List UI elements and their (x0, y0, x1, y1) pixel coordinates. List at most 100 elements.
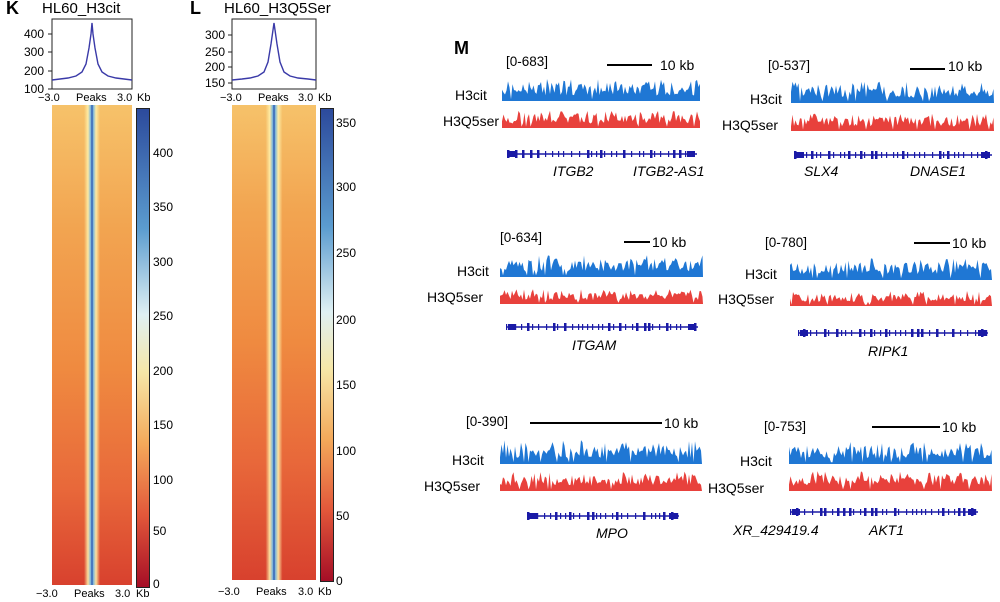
panel-l-x-left: −3.0 (220, 92, 242, 104)
track-2-gene-model-exon (527, 323, 530, 331)
track-1-gene-model-exon (958, 152, 960, 158)
track-2-gene-model-exon (546, 324, 548, 330)
track-5-gene-model-exon (942, 508, 945, 516)
track-2-gene-model-exon (553, 323, 556, 331)
track-2-gene-model-exon (598, 324, 600, 330)
track-2-gene-model-exon (619, 323, 622, 331)
track-1-gene-model-exon (864, 152, 866, 158)
panel-k-cbar-tick-2: 300 (153, 255, 174, 269)
track-4-gene-model-exon (569, 512, 572, 520)
track-3-h3cit-signal (790, 258, 992, 280)
panel-l-bottom-left: −3.0 (218, 586, 240, 598)
track-2-gene-model-exon (608, 323, 611, 331)
track-0-gene-model-exon (571, 151, 573, 157)
panel-k-colorbar (136, 108, 150, 588)
track-3-gene-model-exon (952, 329, 955, 337)
track-5-gene-model-exon (968, 509, 976, 515)
panel-l-ytick-0: 300 (205, 28, 226, 42)
panel-l-ytick-2: 200 (205, 60, 226, 74)
track-3-gene-model-exon (816, 330, 818, 336)
panel-k-ytick-1: 300 (24, 45, 45, 59)
panel-k-cbar-tick-6: 100 (153, 473, 174, 487)
track-5-gene-model-exon (931, 509, 933, 515)
track-5-gene-model-exon (824, 508, 827, 516)
track-4-h3cit-signal (500, 440, 702, 464)
track-0-gene-model-exon (639, 151, 641, 157)
panel-l-cbar-tick-0: 350 (336, 116, 357, 130)
panel-l-heatmap (232, 105, 316, 580)
track-range: [0-780] (765, 235, 808, 250)
track-range: [0-753] (764, 419, 807, 434)
track-0-h3q5ser-signal (502, 110, 700, 128)
panel-k-bottom-right: 3.0 (115, 588, 131, 600)
gene-label: RIPK1 (868, 343, 909, 359)
track-1-gene-model-exon (820, 152, 822, 158)
track-0-gene-model-exon (587, 150, 590, 158)
track-5-gene-model-exon (812, 509, 814, 515)
track-2-gene-model-exon (636, 323, 639, 331)
gene-label: ITGB2 (553, 163, 594, 179)
panel-l-cbar-tick-6: 50 (336, 509, 350, 523)
track-2-gene-model-exon (688, 324, 696, 330)
panel-l-letter: L (190, 0, 201, 18)
track-5-gene-model-exon (792, 509, 800, 515)
track-0-gene-model-exon (537, 150, 540, 158)
track-3-gene-model-exon (845, 330, 847, 336)
panel-k-bottom-unit: Kb (136, 588, 150, 600)
track-3-gene-model-exon (900, 330, 902, 336)
track-3-gene-model-exon (864, 330, 866, 336)
track-0-gene-model-exon (616, 151, 618, 157)
panel-k-ytick-3: 100 (24, 82, 45, 96)
track-2-gene-model-exon (632, 324, 634, 330)
track-1-gene-model-exon (806, 152, 808, 158)
track-5-gene-model-exon (843, 508, 846, 516)
panel-l-title: HL60_H3Q5Ser (224, 0, 331, 17)
track-4-gene-model-exon (550, 513, 552, 519)
track-5-gene-model-exon (921, 509, 923, 515)
track-4-gene-model-exon (537, 513, 539, 519)
track-scale: 10 kb (942, 419, 977, 435)
track-3-gene-model-exon (921, 329, 924, 337)
track-0-gene-model-exon (596, 151, 598, 157)
track-0-gene-model-exon (679, 150, 682, 158)
track-3-gene-model-exon (836, 329, 839, 337)
track-label-h3q5ser: H3Q5ser (443, 113, 500, 129)
track-range: [0-390] (466, 414, 509, 429)
track-3-gene-model-exon (975, 330, 977, 336)
track-5-gene-model-exon (864, 508, 867, 516)
track-4-gene-model-exon (592, 512, 595, 520)
track-5-h3cit-signal (789, 442, 992, 464)
track-3-gene-model-exon (880, 330, 882, 336)
track-3-gene-model-exon (929, 330, 931, 336)
track-4-gene-model-exon (587, 512, 590, 520)
track-scale: 10 kb (664, 415, 699, 431)
panel-k-x-left: −3.0 (38, 92, 60, 104)
track-1-gene-model-exon (840, 152, 842, 158)
track-1-gene-model-exon (875, 151, 878, 159)
gene-label: SLX4 (804, 163, 839, 179)
track-1-gene-model-exon (844, 152, 846, 158)
panel-l-cbar-tick-7: 0 (336, 574, 343, 588)
track-2-gene-model-exon (676, 324, 678, 330)
track-4-gene-model-exon (651, 513, 653, 519)
track-3-gene-model-exon (986, 330, 988, 336)
track-2-gene-model-exon (572, 324, 574, 330)
track-1-h3cit-signal (791, 81, 994, 103)
track-0-gene-model-exon (668, 151, 670, 157)
track-0-h3cit-signal (502, 79, 700, 101)
track-1-gene-model-exon (954, 152, 956, 158)
track-4-gene-model-exon (560, 513, 562, 519)
track-1-gene-model-exon (977, 152, 979, 158)
panel-k-ytick-0: 400 (24, 27, 45, 41)
track-0-gene-model-exon (600, 150, 603, 158)
track-3-gene-model-exon (889, 330, 891, 336)
track-1-gene-model-exon (816, 152, 818, 158)
track-3-gene-model-exon (936, 329, 939, 337)
track-5-gene-model-exon (898, 509, 900, 515)
gene-label: DNASE1 (910, 163, 967, 179)
panel-l-profile-frame (231, 18, 317, 90)
track-5-gene-model-exon (882, 509, 884, 515)
track-2-gene-model-exon (644, 323, 647, 331)
track-5-gene-model-exon (912, 509, 914, 515)
